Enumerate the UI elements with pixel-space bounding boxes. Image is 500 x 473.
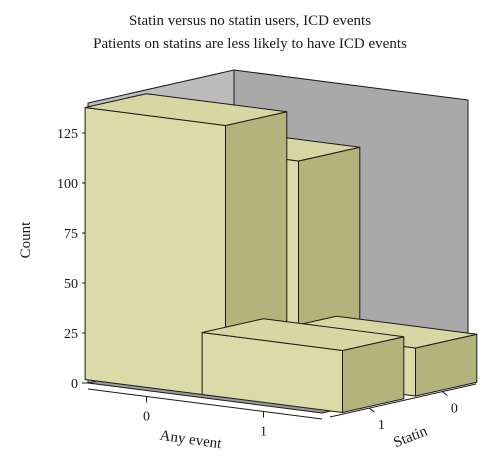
x-axis-label: Any event xyxy=(159,428,224,453)
x-axis-line xyxy=(87,388,323,420)
bar-top-face xyxy=(84,93,288,126)
z-tick-label: 1 xyxy=(378,418,385,433)
y-tick-label: 0 xyxy=(71,377,78,392)
z-axis-label: Statin xyxy=(391,423,430,451)
y-axis-label: Count xyxy=(18,221,34,259)
y-tick-label: 100 xyxy=(57,177,78,192)
chart-title-block: Statin versus no statin users, ICD event… xyxy=(0,10,500,56)
z-tick xyxy=(442,391,448,396)
x-tick-label: 1 xyxy=(260,425,267,440)
y-tick-label: 75 xyxy=(64,227,78,242)
y-tick-label: 50 xyxy=(64,277,78,292)
bar-top-face xyxy=(201,318,405,351)
bar-1-1 xyxy=(201,318,405,413)
x-tick-label: 0 xyxy=(143,410,150,425)
y-tick-label: 25 xyxy=(64,327,78,342)
z-tick xyxy=(369,407,375,413)
chart-subtitle: Patients on statins are less likely to h… xyxy=(93,36,407,52)
z-axis-line xyxy=(329,383,477,418)
y-tick-label: 125 xyxy=(57,127,78,142)
z-tick-label: 0 xyxy=(451,402,458,417)
chart-title: Statin versus no statin users, ICD event… xyxy=(128,13,372,29)
